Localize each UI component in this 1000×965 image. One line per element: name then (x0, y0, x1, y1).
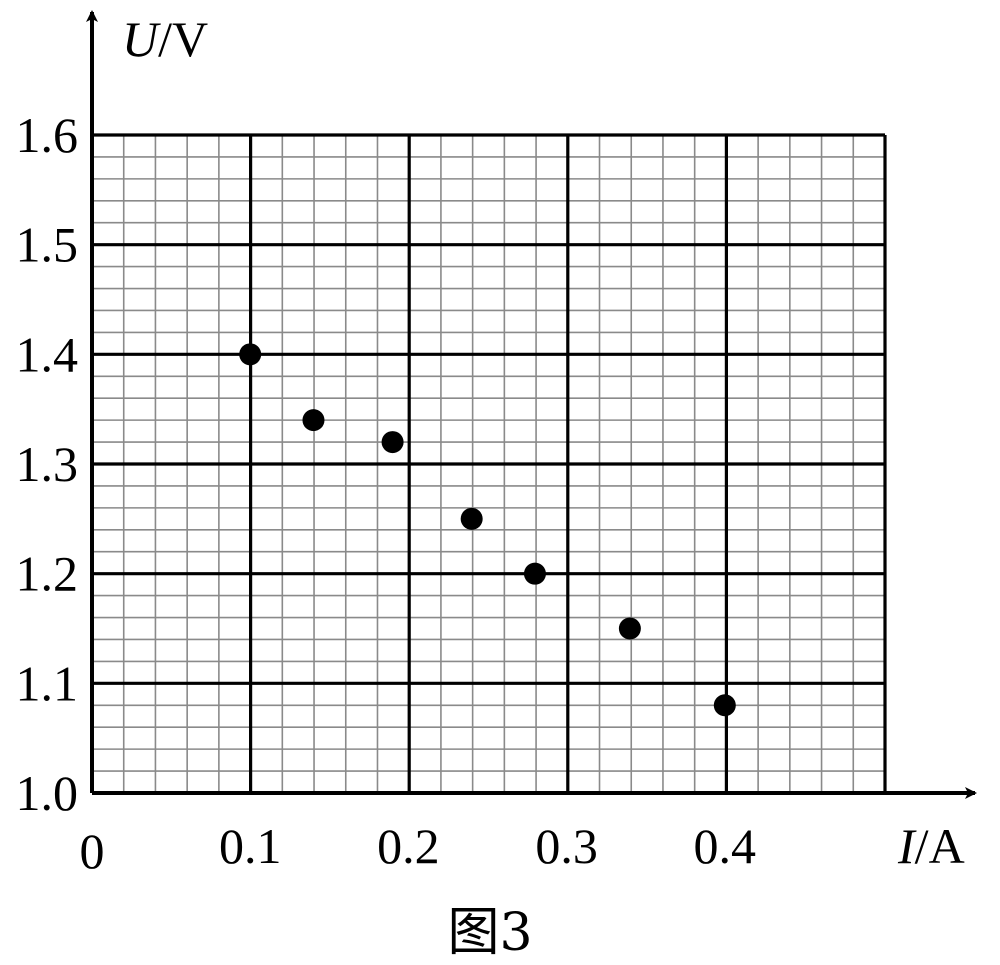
origin-label: 0 (80, 823, 105, 879)
x-axis-unit: A (929, 818, 965, 874)
y-tick-label: 1.3 (16, 436, 79, 492)
data-point (618, 617, 641, 640)
y-axis-unit: V (172, 11, 208, 67)
y-tick-label: 1.6 (16, 107, 79, 163)
data-point (381, 431, 404, 454)
y-tick-label: 1.4 (16, 326, 79, 382)
y-tick-label: 1.0 (16, 765, 79, 821)
data-points (239, 343, 736, 717)
x-axis-separator: / (915, 818, 929, 874)
y-tick-labels: 1.0 1.1 1.2 1.3 1.4 1.5 1.6 (16, 107, 79, 821)
y-tick-label: 1.1 (16, 655, 79, 711)
figure-caption: 图3 (447, 903, 532, 963)
x-axis-label: I/A (897, 818, 965, 874)
x-tick-labels: 0.1 0.2 0.3 0.4 (219, 818, 756, 874)
x-tick-label: 0.3 (535, 818, 598, 874)
x-tick-label: 0.2 (377, 818, 440, 874)
y-axis-label: U/V (122, 11, 208, 67)
y-axis-symbol: U (122, 11, 161, 67)
y-tick-label: 1.2 (16, 546, 79, 602)
data-point (239, 343, 262, 366)
y-tick-label: 1.5 (16, 217, 79, 273)
x-tick-label: 0.1 (219, 818, 282, 874)
x-tick-label: 0.4 (694, 818, 757, 874)
data-point (460, 507, 483, 530)
data-point (523, 562, 546, 585)
y-axis-separator: / (158, 11, 172, 67)
data-point (713, 694, 736, 717)
major-grid (92, 133, 887, 793)
x-axis-symbol: I (897, 818, 917, 874)
data-point (302, 409, 325, 432)
